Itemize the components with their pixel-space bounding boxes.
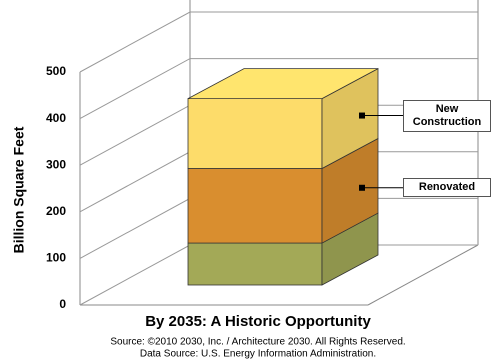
grid-line <box>79 58 478 120</box>
y-tick-label: 400 <box>46 111 66 125</box>
source: Source: ©2010 2030, Inc. / Architecture … <box>110 337 405 348</box>
bar <box>187 98 323 169</box>
legend-label: Renovated <box>403 178 491 198</box>
y-tick-label: 200 <box>46 204 66 218</box>
y-tick-label: 100 <box>46 251 66 265</box>
y-tick-label: 0 <box>59 297 66 311</box>
chart-title: By 2035: A Historic Opportunity <box>145 313 371 330</box>
floor-edge <box>367 244 479 306</box>
y-tick-label: 300 <box>46 157 66 171</box>
bar <box>187 242 323 286</box>
bar <box>187 168 323 244</box>
bar-top <box>187 68 379 99</box>
bar-group <box>187 67 403 286</box>
grid-line <box>79 11 478 73</box>
y-tick-label: 500 <box>46 64 66 78</box>
legend-label: New Construction <box>403 99 491 132</box>
source: Data Source: U.S. Energy Information Adm… <box>140 349 376 360</box>
y-axis-label: Billion Square Feet <box>11 126 27 253</box>
callout-dot <box>359 184 365 191</box>
callout-dot <box>359 112 365 119</box>
